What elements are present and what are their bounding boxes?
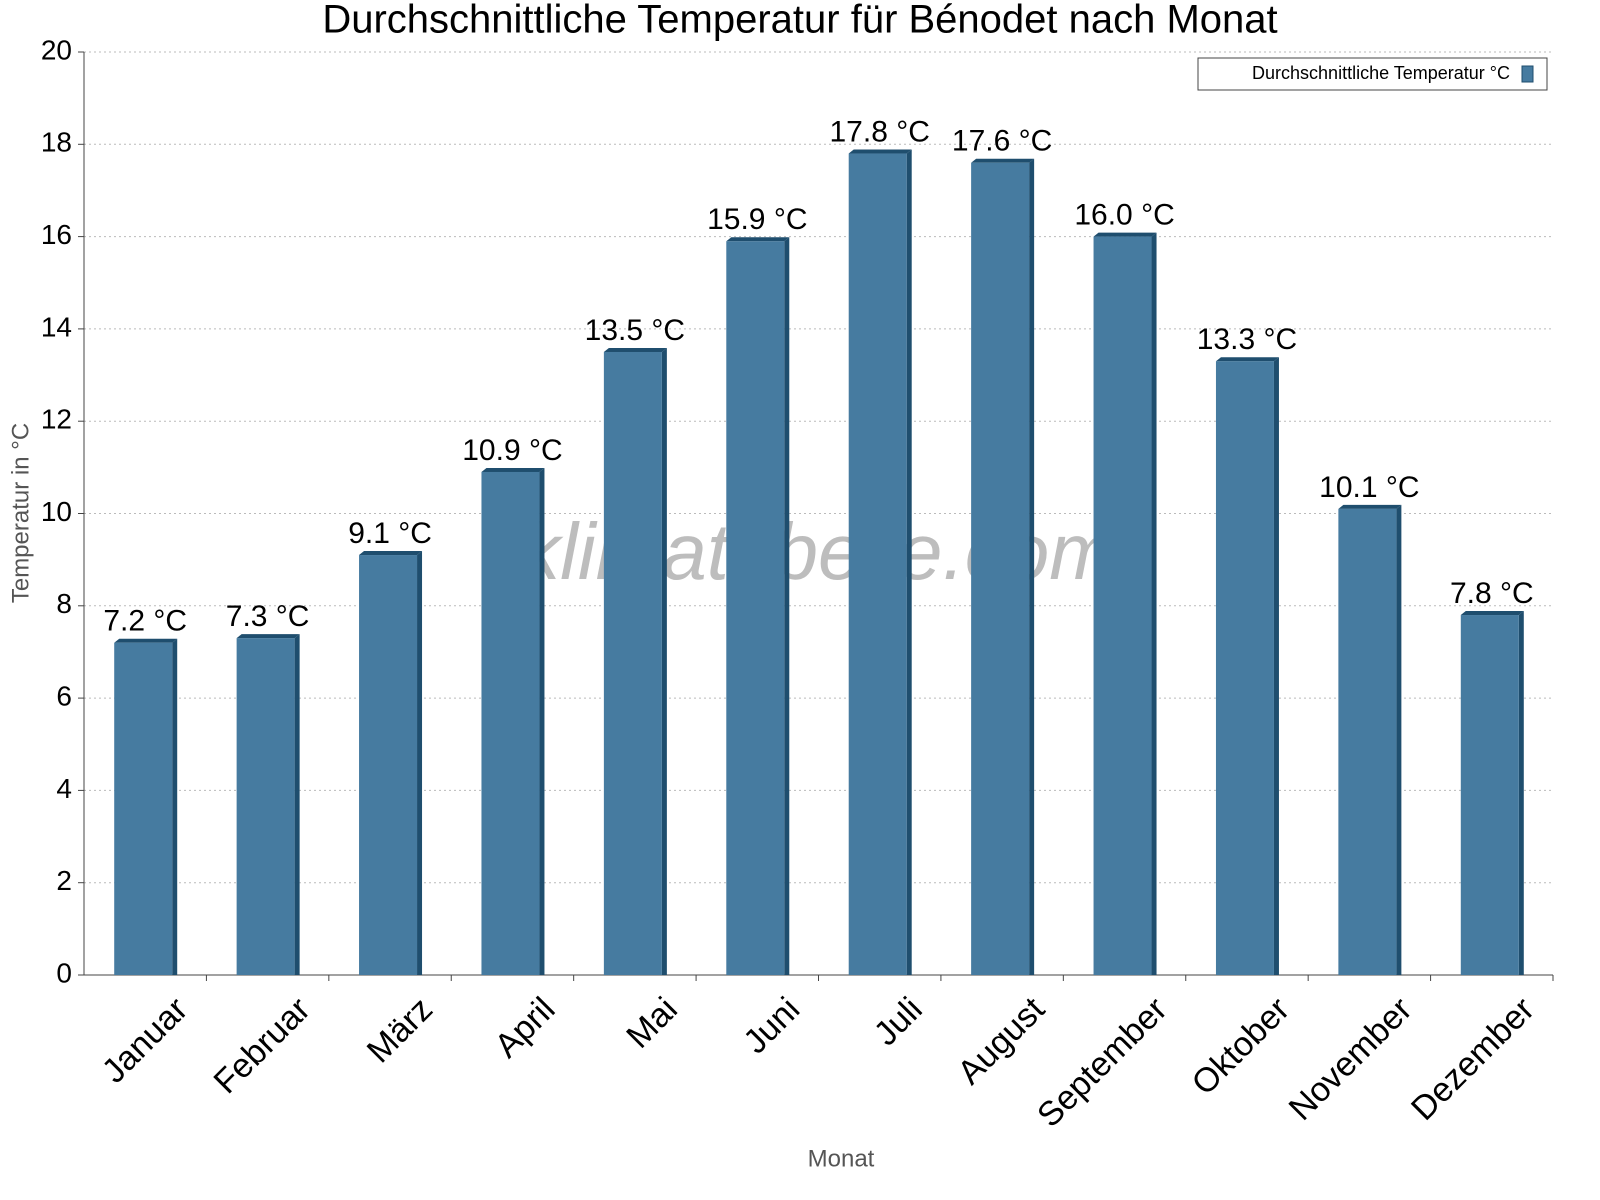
bar-top bbox=[603, 347, 667, 352]
x-tick-label: März bbox=[360, 990, 440, 1070]
bar-side bbox=[539, 467, 545, 975]
bar-side bbox=[1273, 357, 1279, 976]
x-tick-label: April bbox=[487, 990, 562, 1065]
bar-top bbox=[1093, 232, 1157, 237]
bar-side bbox=[1396, 504, 1402, 975]
bar bbox=[1338, 508, 1397, 975]
value-label: 7.2 °C bbox=[103, 605, 187, 638]
bar bbox=[971, 162, 1030, 975]
bar bbox=[726, 241, 785, 976]
value-label: 9.1 °C bbox=[348, 517, 432, 550]
bar-top bbox=[1338, 504, 1402, 509]
value-label: 7.8 °C bbox=[1450, 577, 1534, 610]
bar-side bbox=[661, 347, 667, 976]
bar-top bbox=[236, 634, 300, 639]
bar-side bbox=[417, 551, 423, 975]
y-tick-label: 12 bbox=[41, 404, 72, 435]
x-tick-label: Juni bbox=[736, 990, 807, 1061]
bar-top bbox=[726, 237, 790, 242]
bar-top bbox=[1460, 611, 1524, 616]
value-label: 10.1 °C bbox=[1319, 471, 1419, 504]
x-tick-label: Oktober bbox=[1185, 990, 1297, 1102]
bar-top bbox=[114, 638, 178, 643]
x-tick-label: Juli bbox=[867, 990, 930, 1053]
chart-title: Durchschnittliche Temperatur für Bénodet… bbox=[322, 0, 1277, 42]
y-tick-label: 14 bbox=[41, 311, 72, 342]
bar bbox=[603, 351, 662, 976]
bar-top bbox=[971, 158, 1035, 163]
value-label: 13.5 °C bbox=[585, 314, 685, 347]
x-tick-label: Dezember bbox=[1404, 990, 1542, 1128]
bar-side bbox=[294, 634, 300, 975]
x-tick-label: Februar bbox=[207, 990, 318, 1101]
y-tick-label: 20 bbox=[41, 34, 72, 65]
x-axis-label: Monat bbox=[808, 1145, 875, 1172]
bar bbox=[1093, 236, 1152, 976]
y-tick-label: 8 bbox=[56, 588, 72, 619]
y-axis-label: Temperatur in °C bbox=[7, 423, 34, 603]
bar-top bbox=[481, 467, 545, 472]
bar bbox=[359, 555, 418, 975]
y-tick-label: 18 bbox=[41, 127, 72, 158]
bar bbox=[1460, 615, 1519, 975]
bar-side bbox=[1518, 611, 1524, 975]
x-tick-label: August bbox=[950, 990, 1052, 1092]
legend-box bbox=[1197, 57, 1548, 91]
x-tick-label: Mai bbox=[619, 990, 685, 1056]
bar-side bbox=[1151, 232, 1157, 976]
value-label: 7.3 °C bbox=[226, 600, 310, 633]
value-label: 17.6 °C bbox=[952, 125, 1052, 158]
y-tick-label: 16 bbox=[41, 219, 72, 250]
legend-label: Durchschnittliche Temperatur °C bbox=[1252, 63, 1510, 83]
x-tick-label: November bbox=[1282, 990, 1420, 1128]
bar-side bbox=[1029, 158, 1035, 975]
bar bbox=[1215, 361, 1274, 976]
bar bbox=[114, 642, 173, 975]
bar-side bbox=[172, 638, 178, 975]
value-label: 13.3 °C bbox=[1197, 323, 1297, 356]
bar-side bbox=[784, 237, 790, 976]
bar bbox=[848, 153, 907, 975]
value-label: 15.9 °C bbox=[707, 203, 807, 236]
legend-swatch bbox=[1521, 65, 1534, 83]
bar-top bbox=[1215, 357, 1279, 362]
bar-top bbox=[848, 149, 912, 154]
value-label: 17.8 °C bbox=[830, 115, 930, 148]
value-label: 10.9 °C bbox=[462, 434, 562, 467]
y-tick-label: 4 bbox=[56, 773, 72, 804]
bar-side bbox=[906, 149, 912, 975]
bar bbox=[481, 471, 540, 975]
y-tick-label: 6 bbox=[56, 680, 72, 711]
y-tick-label: 0 bbox=[56, 957, 72, 988]
x-tick-label: September bbox=[1030, 990, 1174, 1134]
y-tick-label: 10 bbox=[41, 496, 72, 527]
bar bbox=[236, 638, 295, 975]
bar-top bbox=[359, 551, 423, 556]
y-tick-label: 2 bbox=[56, 865, 72, 896]
value-label: 16.0 °C bbox=[1074, 199, 1174, 232]
x-tick-label: Januar bbox=[95, 990, 195, 1090]
